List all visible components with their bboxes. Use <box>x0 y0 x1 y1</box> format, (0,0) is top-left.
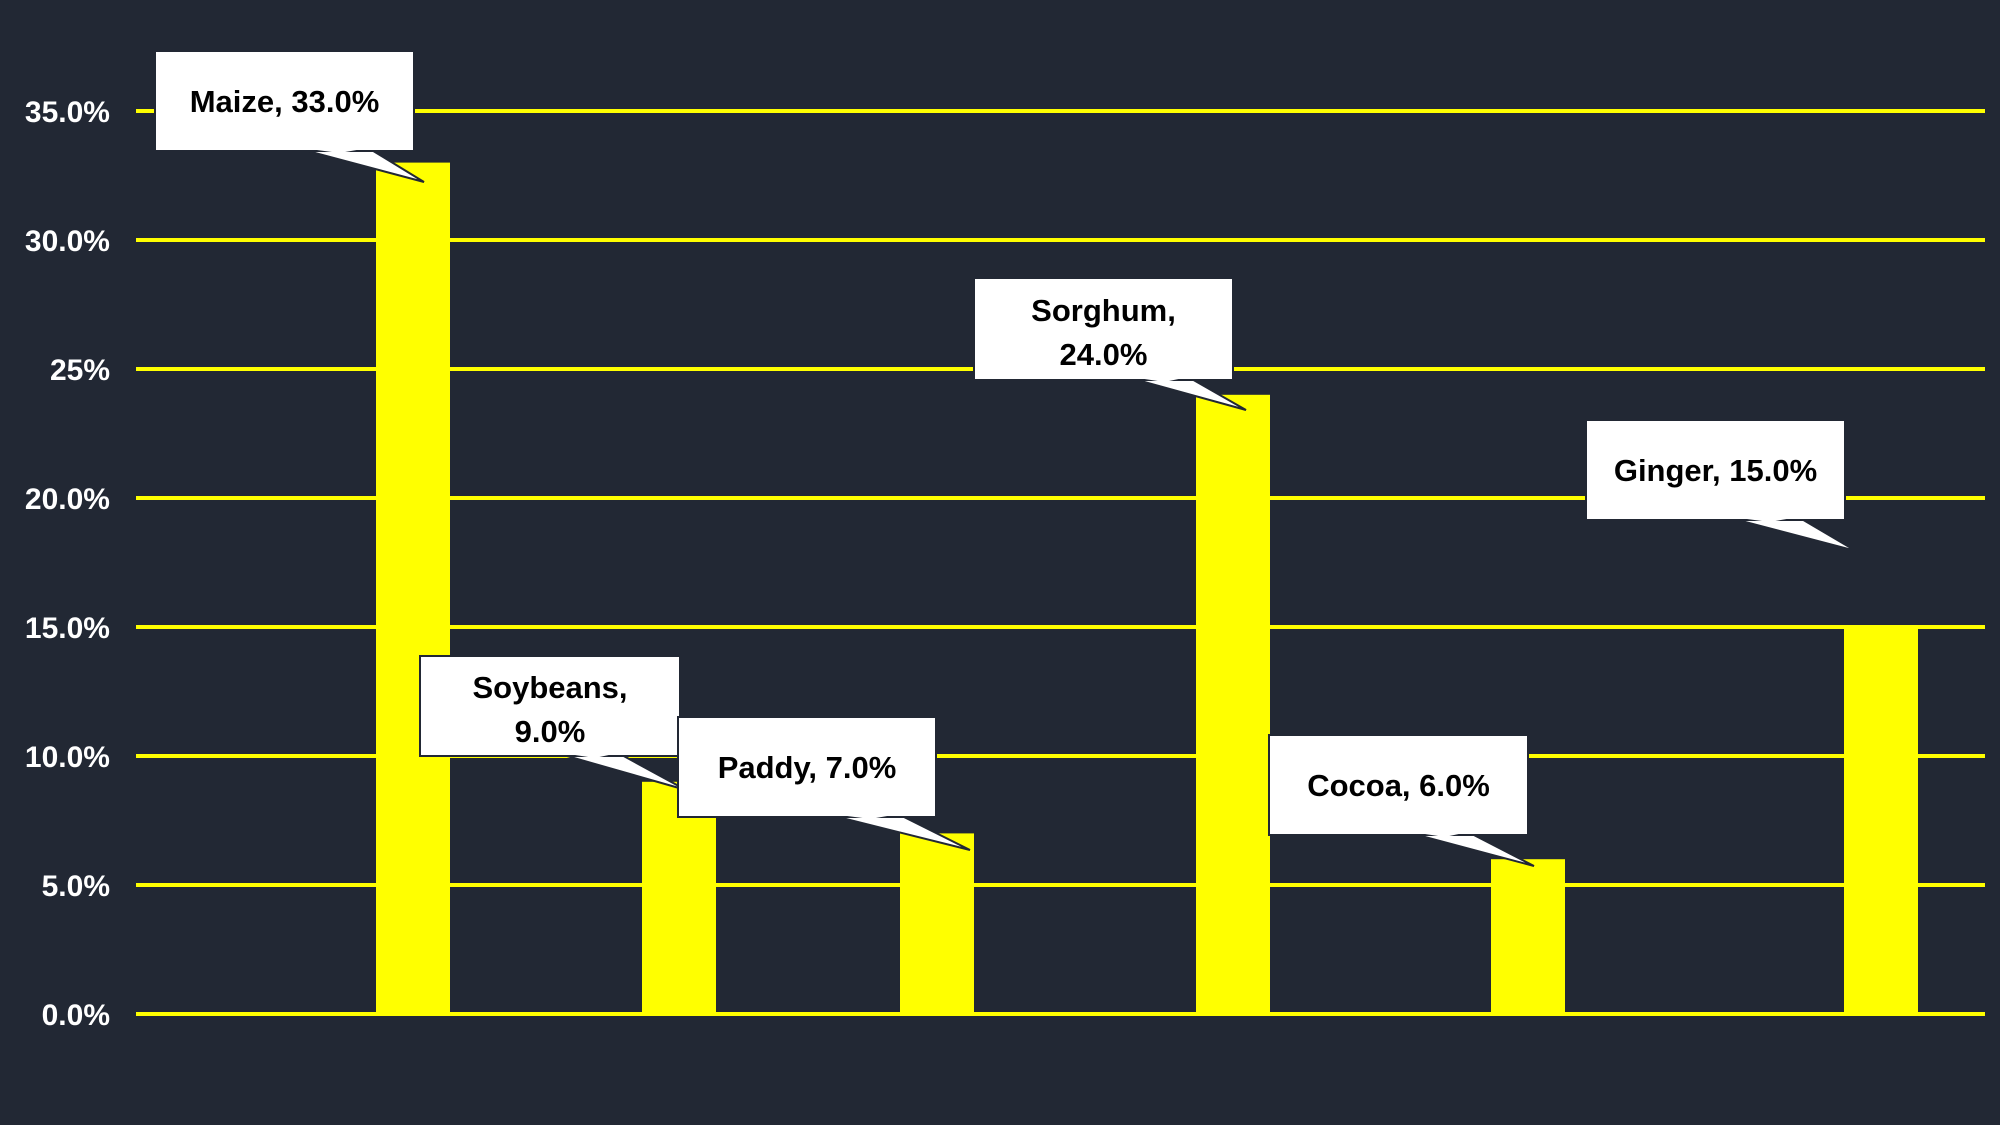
callout-box <box>973 277 1234 381</box>
callout-seam <box>832 814 898 819</box>
data-label: Cocoa, 6.0% <box>1307 768 1490 803</box>
callout-cocoa: Cocoa, 6.0% <box>1268 734 1535 867</box>
bar-sorghum <box>1196 394 1270 1014</box>
callout-box <box>419 655 681 757</box>
bar-maize <box>376 162 450 1015</box>
y-tick-label: 25% <box>50 354 110 387</box>
y-tick-label: 5.0% <box>42 870 110 903</box>
bars <box>136 162 1985 1016</box>
callout-seam <box>302 148 368 153</box>
y-tick-label: 10.0% <box>25 741 110 774</box>
y-tick-label: 15.0% <box>25 612 110 645</box>
y-tick-label: 0.0% <box>42 999 110 1032</box>
callout-sorghum: Sorghum, 24.0% <box>973 277 1247 411</box>
data-label: Soybeans, 9.0% <box>472 670 627 749</box>
y-axis-tick-labels: 0.0% 5.0% 10.0% 15.0% 20.0% 25% 30.0% 35.0% <box>25 96 110 1032</box>
callout-box <box>154 50 415 152</box>
callout-seam <box>562 753 618 758</box>
callout-seam <box>1732 517 1798 522</box>
data-label-callouts: Maize, 33.0% Soybeans, 9.0% Paddy, 7.0% Sorg… <box>154 50 1857 867</box>
bar-paddy <box>900 833 974 1014</box>
callout-soybeans: Soybeans, 9.0% <box>419 655 687 791</box>
callout-seam <box>1412 832 1468 837</box>
data-label: Maize, 33.0% <box>190 84 380 119</box>
bar-soybeans <box>642 781 716 1014</box>
data-label: Paddy, 7.0% <box>718 750 897 785</box>
bar-ginger <box>1844 627 1918 1014</box>
y-tick-label: 35.0% <box>25 96 110 129</box>
data-label: Sorghum, 24.0% <box>1031 293 1176 372</box>
y-tick-label: 20.0% <box>25 483 110 516</box>
callout-box <box>677 716 937 818</box>
callout-ginger: Ginger, 15.0% <box>1585 419 1857 552</box>
callout-box <box>1268 734 1529 836</box>
callout-seam <box>1132 377 1188 382</box>
callout-paddy: Paddy, 7.0% <box>677 716 971 851</box>
data-label: Ginger, 15.0% <box>1614 453 1817 488</box>
y-tick-label: 30.0% <box>25 225 110 258</box>
bar-cocoa <box>1491 859 1565 1014</box>
callout-maize: Maize, 33.0% <box>154 50 425 183</box>
callout-box <box>1585 419 1846 521</box>
